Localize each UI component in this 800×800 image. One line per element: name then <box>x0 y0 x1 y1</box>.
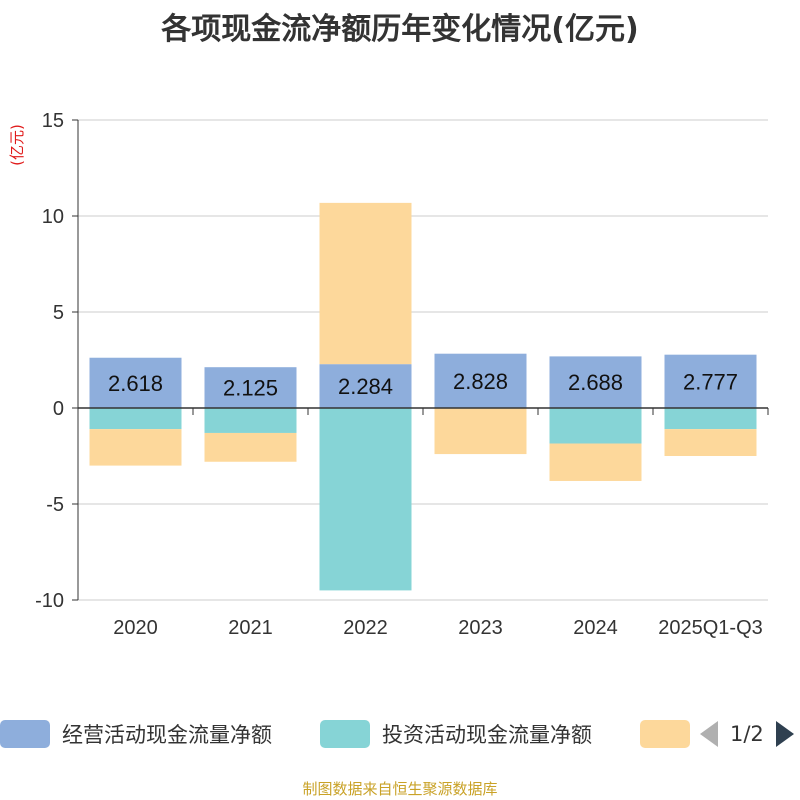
legend-swatch-operating <box>0 720 50 748</box>
pager-prev-icon[interactable] <box>700 721 718 747</box>
legend: 经营活动现金流量净额 投资活动现金流量净额 1/2 <box>0 714 800 754</box>
legend-item-investing[interactable]: 投资活动现金流量净额 <box>320 714 592 754</box>
bar-value-label: 2.828 <box>453 369 508 394</box>
bar-investing[interactable] <box>204 408 297 433</box>
pager-next-icon[interactable] <box>775 721 794 747</box>
grid-lines <box>78 119 768 601</box>
legend-label-investing: 投资活动现金流量净额 <box>382 723 592 747</box>
bar-value-label: 2.777 <box>683 369 738 394</box>
y-tick-label: 5 <box>53 302 64 324</box>
bar-value-label: 2.284 <box>338 374 393 399</box>
x-tick-label: 2025Q1-Q3 <box>658 617 763 639</box>
legend-item-financing[interactable] <box>640 714 690 754</box>
y-tick-label: 15 <box>42 110 64 132</box>
axes <box>72 119 769 601</box>
x-tick-label: 2020 <box>113 617 158 639</box>
bar-operating[interactable] <box>89 357 182 408</box>
bar-investing[interactable] <box>89 408 182 430</box>
bars <box>89 202 757 591</box>
x-tick-label: 2024 <box>573 617 618 639</box>
legend-item-operating[interactable]: 经营活动现金流量净额 <box>0 714 272 754</box>
bar-operating[interactable] <box>319 364 412 408</box>
bar-value-label: 2.125 <box>223 376 278 401</box>
bar-financing[interactable] <box>319 202 412 365</box>
bar-financing[interactable] <box>434 408 527 455</box>
pager-page-indicator: 1/2 <box>730 722 764 746</box>
labels: -10 -5 0 5 10 15 2.618 2020 2.125 2021 2.284 2022 2.… <box>35 110 763 639</box>
legend-pager: 1/2 <box>700 714 794 754</box>
bar-financing[interactable] <box>204 432 297 462</box>
bar-financing[interactable] <box>664 429 757 456</box>
legend-swatch-financing <box>640 720 690 748</box>
bar-operating[interactable] <box>434 353 527 408</box>
y-tick-label: -10 <box>35 590 64 612</box>
bar-investing[interactable] <box>664 408 757 430</box>
y-tick-label: 0 <box>53 398 64 420</box>
y-tick-label: 10 <box>42 206 64 228</box>
bar-financing[interactable] <box>549 443 642 481</box>
x-tick-label: 2021 <box>228 617 273 639</box>
bar-value-label: 2.618 <box>108 371 163 396</box>
y-tick-label: -5 <box>46 494 64 516</box>
bar-investing[interactable] <box>549 408 642 444</box>
y-axis-unit-label: (亿元) <box>8 124 26 166</box>
x-tick-label: 2022 <box>343 617 388 639</box>
chart-title: 各项现金流净额历年变化情况(亿元) <box>161 12 639 47</box>
bar-investing[interactable] <box>319 408 412 591</box>
bar-operating[interactable] <box>549 356 642 408</box>
source-note: 制图数据来自恒生聚源数据库 <box>302 780 498 798</box>
legend-label-operating: 经营活动现金流量净额 <box>62 723 272 747</box>
bar-financing[interactable] <box>89 429 182 466</box>
bar-operating[interactable] <box>204 367 297 408</box>
bar-operating[interactable] <box>664 354 757 408</box>
x-tick-label: 2023 <box>458 617 503 639</box>
bar-value-label: 2.688 <box>568 370 623 395</box>
legend-swatch-investing <box>320 720 370 748</box>
